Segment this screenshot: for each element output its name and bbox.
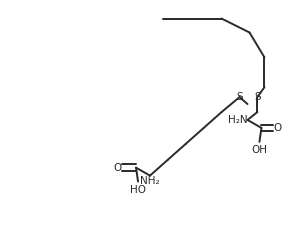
Text: NH₂: NH₂ <box>140 176 160 186</box>
Text: S: S <box>254 92 261 102</box>
Text: S: S <box>236 92 243 102</box>
Text: O: O <box>273 123 282 133</box>
Text: H₂N: H₂N <box>228 115 248 125</box>
Text: O: O <box>114 163 122 173</box>
Text: OH: OH <box>251 145 267 155</box>
Text: HO: HO <box>130 184 146 195</box>
